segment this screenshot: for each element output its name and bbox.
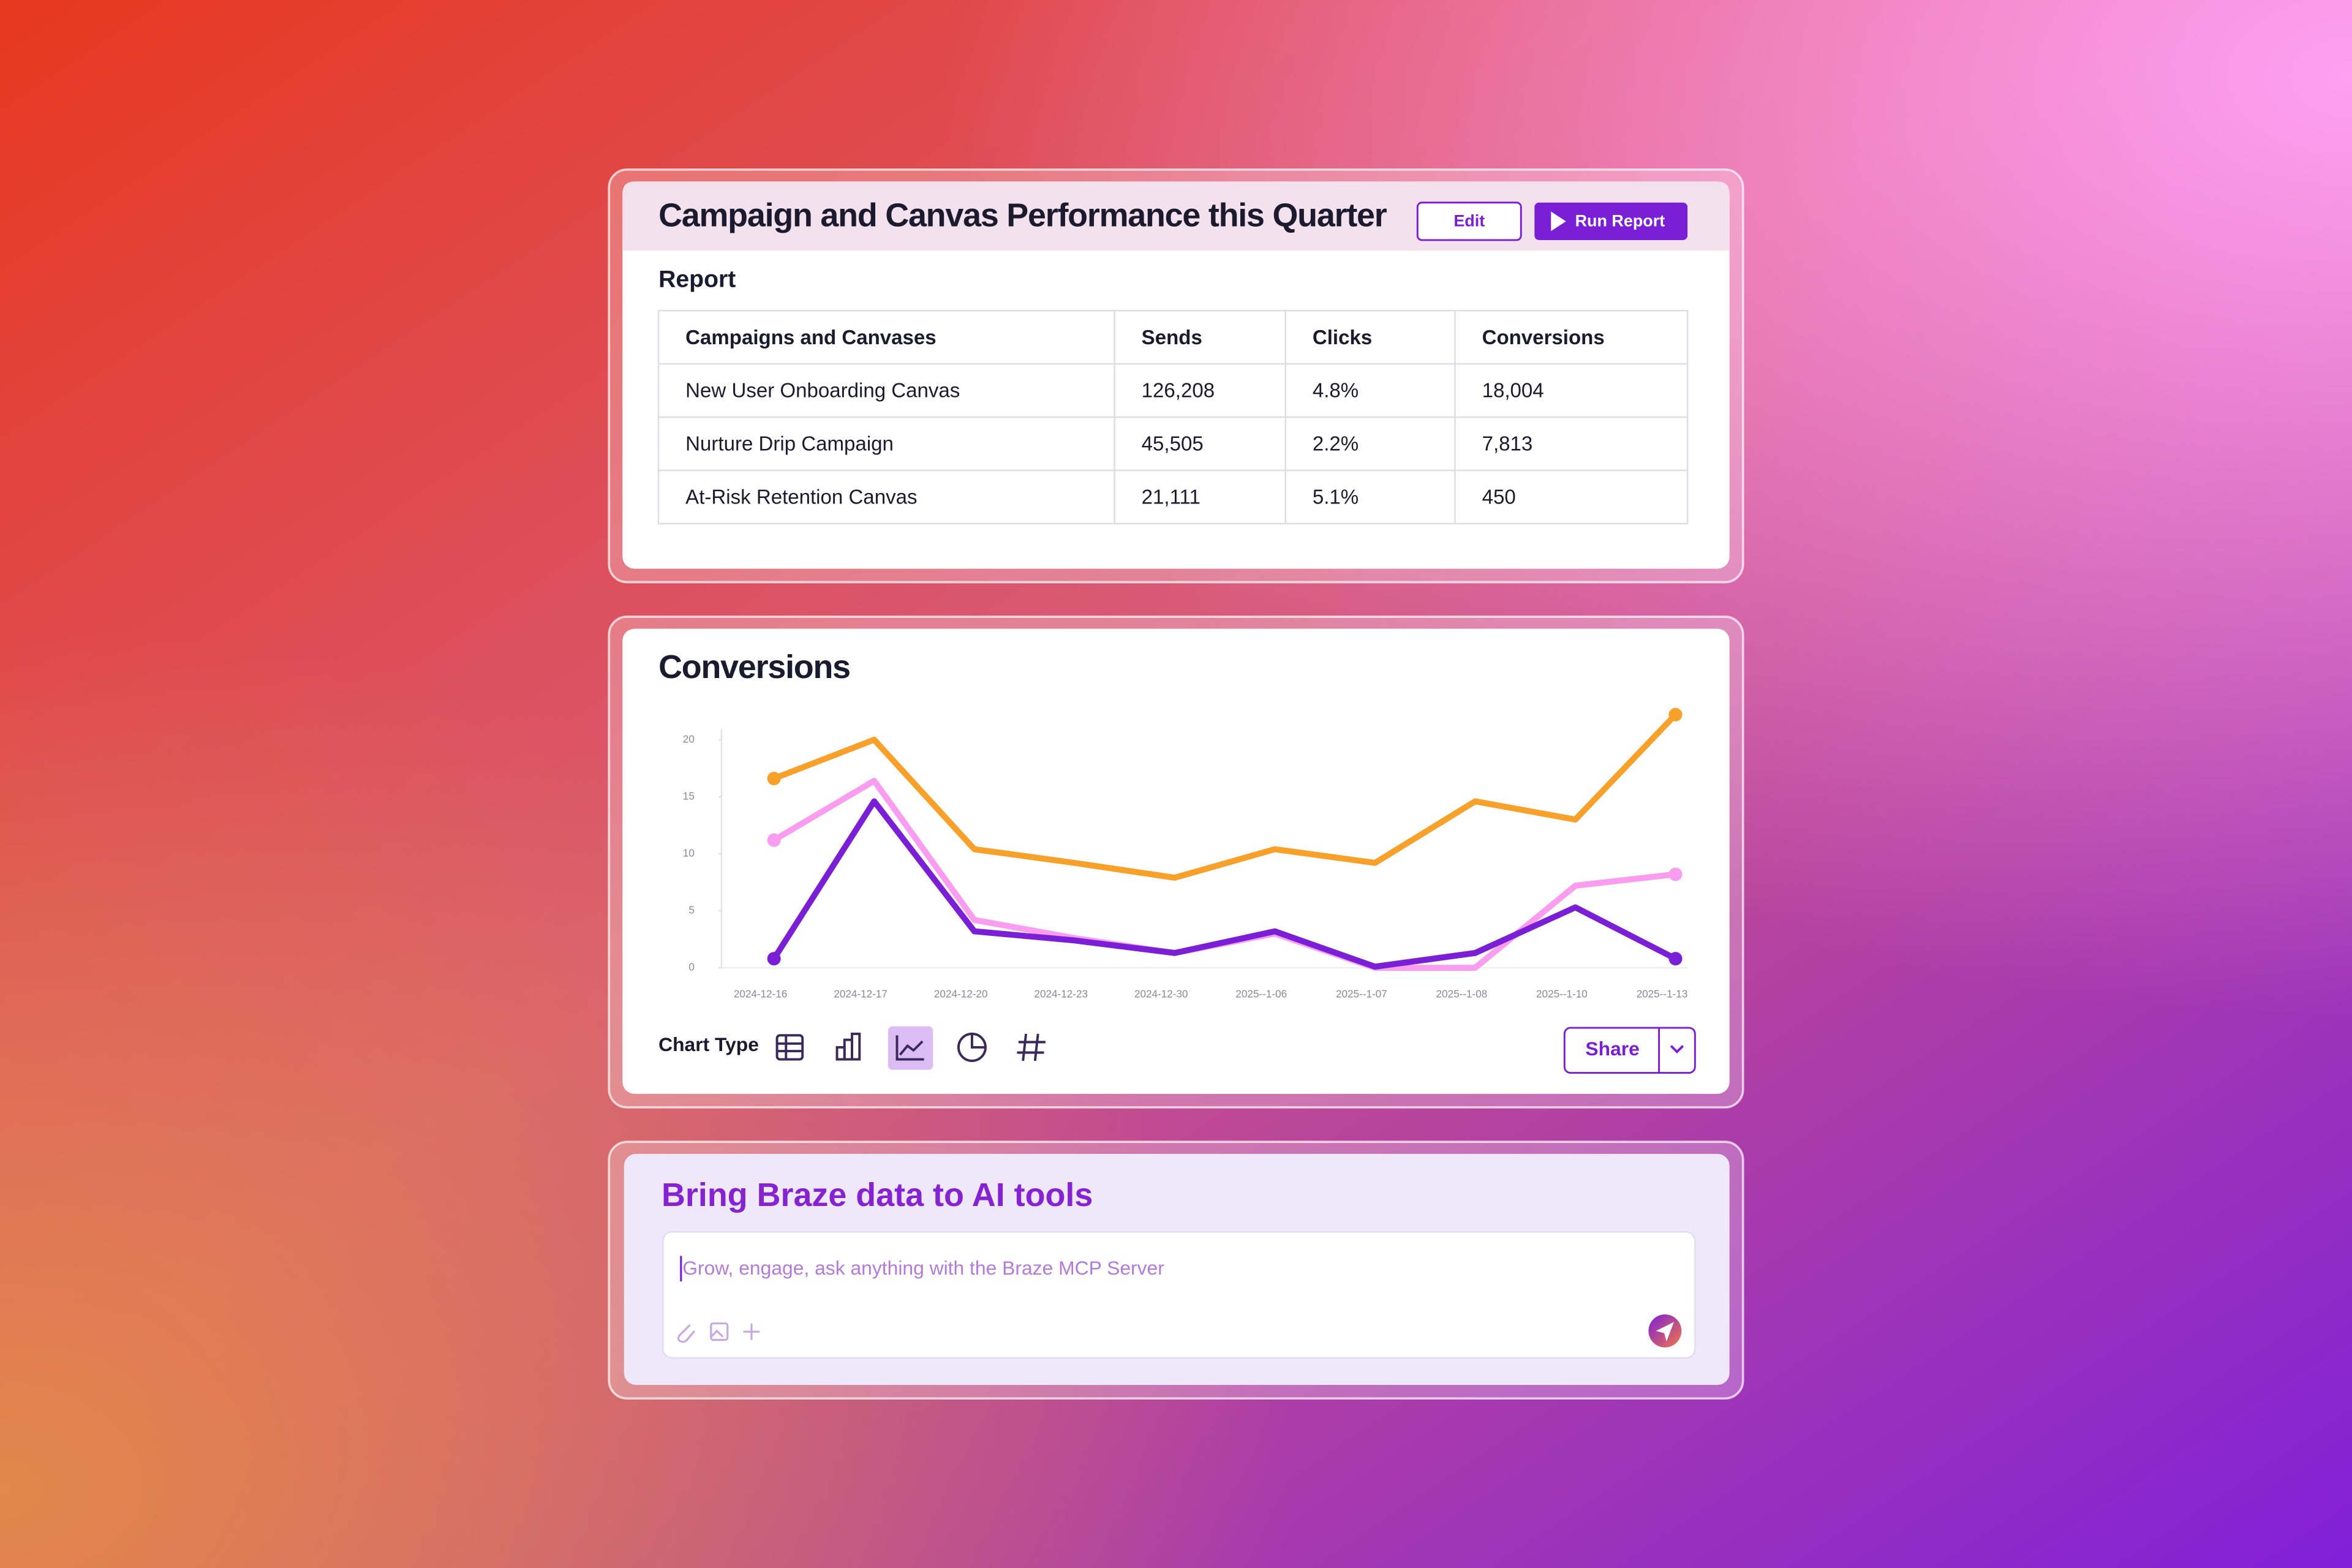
number-icon[interactable] bbox=[1017, 1033, 1046, 1061]
line-chart: 0 5 10 15 20 2024-12-16 2024-12-17 2024-12-20 20… bbox=[683, 707, 1688, 1000]
x-tick-label: 2025--1-10 bbox=[1536, 988, 1588, 1000]
table-cell: 5.1% bbox=[1313, 486, 1359, 509]
table-cell: 18,004 bbox=[1482, 380, 1544, 402]
end-point bbox=[1668, 707, 1683, 722]
share-label[interactable]: Share bbox=[1585, 1038, 1639, 1060]
end-point bbox=[767, 952, 781, 966]
table-cell: 21,111 bbox=[1142, 486, 1200, 509]
report-title: Campaign and Canvas Performance this Qua… bbox=[658, 197, 1387, 233]
play-icon bbox=[1551, 211, 1566, 232]
add-icon[interactable] bbox=[743, 1323, 760, 1340]
chart-type-icons bbox=[775, 1026, 1046, 1070]
table-cell: 45,505 bbox=[1142, 433, 1204, 456]
column-header: Clicks bbox=[1313, 326, 1372, 349]
end-point bbox=[1668, 952, 1683, 966]
x-tick-label: 2025--1-13 bbox=[1637, 988, 1688, 1000]
table-cell: New User Onboarding Canvas bbox=[685, 380, 960, 402]
x-tick-label: 2024-12-20 bbox=[934, 988, 988, 1000]
edit-button-label[interactable]: Edit bbox=[1453, 212, 1485, 230]
line-icon[interactable] bbox=[895, 1035, 924, 1061]
table-cell: Nurture Drip Campaign bbox=[685, 433, 894, 456]
table-cell: 450 bbox=[1482, 486, 1516, 509]
y-tick-label: 15 bbox=[683, 790, 695, 802]
pie-icon[interactable] bbox=[957, 1032, 987, 1062]
edit-button[interactable] bbox=[1416, 202, 1522, 241]
column-header: Conversions bbox=[1482, 326, 1605, 349]
table-icon[interactable] bbox=[775, 1034, 804, 1061]
chart-card bbox=[622, 628, 1730, 1094]
table-cell: 4.8% bbox=[1313, 380, 1359, 402]
x-tick-label: 2025--1-07 bbox=[1336, 988, 1387, 1000]
image-icon[interactable] bbox=[710, 1322, 729, 1341]
table-cell: 126,208 bbox=[1142, 380, 1215, 402]
series-line bbox=[771, 798, 1679, 970]
x-tick-label: 2025--1-06 bbox=[1235, 988, 1287, 1000]
report-table: Campaigns and Canvases Sends Clicks Convers… bbox=[657, 309, 1689, 525]
end-point bbox=[767, 772, 781, 786]
y-tick-label: 20 bbox=[683, 733, 695, 745]
send-icon bbox=[1656, 1322, 1675, 1342]
table-cell: 2.2% bbox=[1313, 433, 1359, 456]
chart-title: Conversions bbox=[658, 649, 850, 685]
y-tick-label: 5 bbox=[688, 904, 695, 916]
attach-icon[interactable] bbox=[677, 1324, 696, 1343]
x-tick-label: 2024-12-16 bbox=[734, 988, 788, 1000]
x-tick-label: 2024-12-30 bbox=[1134, 988, 1188, 1000]
x-tick-label: 2024-12-17 bbox=[834, 988, 888, 1000]
chart-type-label: Chart Type bbox=[658, 1033, 759, 1055]
x-tick-label: 2025--1-08 bbox=[1436, 988, 1488, 1000]
x-tick-label: 2024-12-23 bbox=[1034, 988, 1088, 1000]
share-dropdown[interactable] bbox=[1670, 1045, 1684, 1054]
share-button[interactable] bbox=[1563, 1027, 1696, 1074]
end-point bbox=[767, 833, 781, 847]
prompt-input[interactable] bbox=[662, 1231, 1696, 1359]
column-header: Sends bbox=[1142, 326, 1202, 349]
table-cell: At-Risk Retention Canvas bbox=[685, 486, 917, 509]
y-tick-label: 10 bbox=[683, 846, 695, 859]
table-cell: 7,813 bbox=[1482, 433, 1533, 456]
ai-title: Bring Braze data to AI tools bbox=[662, 1177, 1093, 1213]
prompt-placeholder: Grow, engage, ask anything with the Braz… bbox=[682, 1257, 1164, 1279]
run-report-button[interactable] bbox=[1534, 202, 1688, 240]
end-point bbox=[1668, 867, 1683, 881]
column-header: Campaigns and Canvases bbox=[685, 326, 937, 349]
series-line bbox=[771, 711, 1679, 881]
y-tick-label: 0 bbox=[688, 961, 695, 973]
section-label: Report bbox=[658, 266, 736, 292]
bar-icon[interactable] bbox=[835, 1032, 861, 1061]
run-report-label[interactable]: Run Report bbox=[1575, 212, 1665, 230]
input-tools bbox=[677, 1322, 760, 1343]
